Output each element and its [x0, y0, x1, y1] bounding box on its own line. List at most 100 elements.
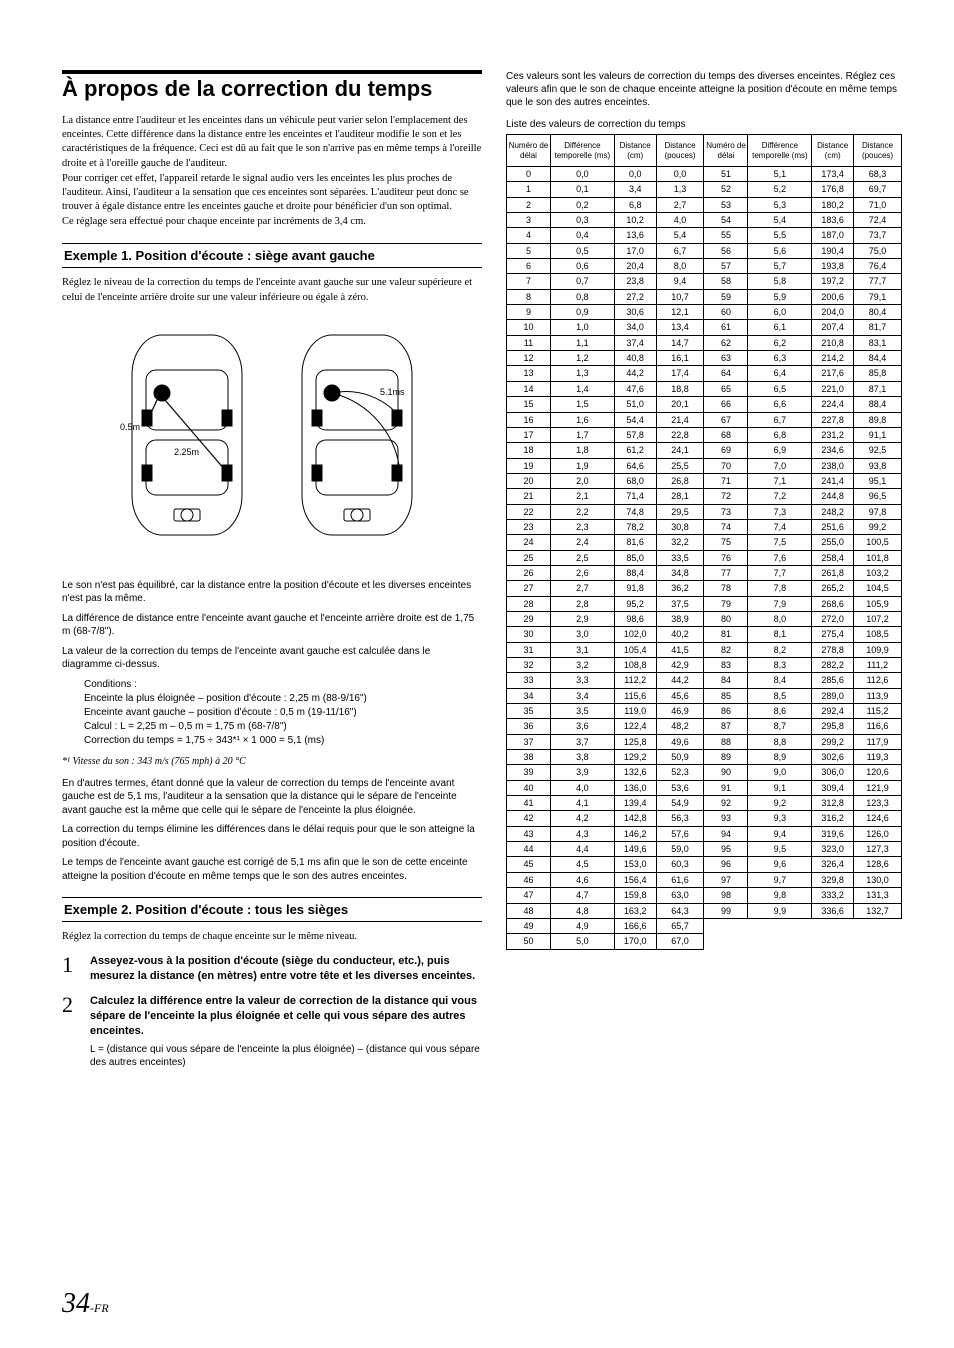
table-cell: 323,0	[812, 842, 854, 857]
table-cell: 27	[507, 581, 551, 596]
table-cell: 43	[507, 826, 551, 841]
table-cell: 18	[507, 443, 551, 458]
table-cell: 299,2	[812, 734, 854, 749]
th-5: Différence temporelle (ms)	[748, 135, 812, 167]
table-cell: 101,8	[854, 550, 902, 565]
table-cell: 83,1	[854, 335, 902, 350]
table-cell	[748, 934, 812, 949]
table-cell: 5,4	[656, 228, 704, 243]
table-cell: 0,3	[550, 213, 614, 228]
cond-1: Enceinte avant gauche – position d'écout…	[84, 706, 482, 720]
table-cell: 34	[507, 688, 551, 703]
table-cell: 19	[507, 458, 551, 473]
table-cell: 2,6	[550, 565, 614, 580]
table-cell: 68,3	[854, 167, 902, 182]
table-cell: 92,5	[854, 443, 902, 458]
ex1-p1: Le son n'est pas équilibré, car la dista…	[62, 579, 482, 606]
table-cell: 3,2	[550, 658, 614, 673]
table-cell: 16,1	[656, 351, 704, 366]
table-cell: 38	[507, 750, 551, 765]
table-cell: 122,4	[614, 719, 656, 734]
table-cell: 108,8	[614, 658, 656, 673]
table-row: 20,26,82,7535,3180,271,0	[507, 197, 902, 212]
table-cell: 74,8	[614, 504, 656, 519]
table-cell: 75,0	[854, 243, 902, 258]
table-cell: 18,8	[656, 381, 704, 396]
table-row: 00,00,00,0515,1173,468,3	[507, 167, 902, 182]
table-cell: 1,9	[550, 458, 614, 473]
table-cell: 40,8	[614, 351, 656, 366]
table-cell: 13	[507, 366, 551, 381]
table-cell: 1,6	[550, 412, 614, 427]
table-row: 333,3112,244,2848,4285,6112,6	[507, 673, 902, 688]
table-cell: 41,5	[656, 642, 704, 657]
table-cell: 153,0	[614, 857, 656, 872]
table-cell: 112,6	[854, 673, 902, 688]
table-row: 60,620,48,0575,7193,876,4	[507, 259, 902, 274]
table-cell: 25	[507, 550, 551, 565]
table-row: 272,791,836,2787,8265,2104,5	[507, 581, 902, 596]
table-cell: 0,1	[550, 182, 614, 197]
table-cell: 45	[507, 857, 551, 872]
table-cell: 9,9	[748, 903, 812, 918]
table-cell: 64,3	[656, 903, 704, 918]
table-row: 444,4149,659,0959,5323,0127,3	[507, 842, 902, 857]
table-row: 101,034,013,4616,1207,481,7	[507, 320, 902, 335]
table-cell: 25,5	[656, 458, 704, 473]
table-cell: 3,3	[550, 673, 614, 688]
table-cell: 190,4	[812, 243, 854, 258]
table-cell: 63,0	[656, 888, 704, 903]
table-cell: 39	[507, 765, 551, 780]
table-cell: 92	[704, 796, 748, 811]
table-cell: 75	[704, 535, 748, 550]
table-cell: 142,8	[614, 811, 656, 826]
table-row: 434,3146,257,6949,4319,6126,0	[507, 826, 902, 841]
table-cell: 13,6	[614, 228, 656, 243]
table-cell: 47,6	[614, 381, 656, 396]
table-cell: 129,2	[614, 750, 656, 765]
table-row: 262,688,434,8777,7261,8103,2	[507, 565, 902, 580]
th-4: Numéro de délai	[704, 135, 748, 167]
table-cell: 5,0	[550, 934, 614, 949]
table-cell: 78	[704, 581, 748, 596]
table-cell: 64	[704, 366, 748, 381]
table-row: 161,654,421,4676,7227,889,8	[507, 412, 902, 427]
table-cell: 7,9	[748, 596, 812, 611]
table-cell: 4	[507, 228, 551, 243]
table-cell: 69,7	[854, 182, 902, 197]
table-cell: 6,7	[748, 412, 812, 427]
ex1-p4: En d'autres termes, étant donné que la v…	[62, 777, 482, 818]
table-cell: 0	[507, 167, 551, 182]
th-2: Distance (cm)	[614, 135, 656, 167]
table-cell: 5,8	[748, 274, 812, 289]
table-cell: 8,5	[748, 688, 812, 703]
table-cell: 5,6	[748, 243, 812, 258]
table-cell: 27,2	[614, 289, 656, 304]
table-cell: 23	[507, 519, 551, 534]
table-cell: 115,6	[614, 688, 656, 703]
table-cell: 7,2	[748, 489, 812, 504]
table-cell: 258,4	[812, 550, 854, 565]
table-cell: 57,6	[656, 826, 704, 841]
table-row: 141,447,618,8656,5221,087,1	[507, 381, 902, 396]
table-cell: 329,8	[812, 872, 854, 887]
table-cell: 309,4	[812, 780, 854, 795]
table-cell: 58	[704, 274, 748, 289]
table-cell	[704, 934, 748, 949]
table-cell: 2,8	[550, 596, 614, 611]
table-cell: 64,6	[614, 458, 656, 473]
table-caption: Liste des valeurs de correction du temps	[506, 119, 902, 130]
step-1: 1 Asseyez-vous à la position d'écoute (s…	[62, 954, 482, 984]
table-row: 80,827,210,7595,9200,679,1	[507, 289, 902, 304]
page-number-suffix: -FR	[90, 1301, 109, 1315]
table-cell: 119,0	[614, 704, 656, 719]
table-cell: 21	[507, 489, 551, 504]
table-cell: 116,6	[854, 719, 902, 734]
table-cell: 7,8	[748, 581, 812, 596]
table-cell: 4,5	[550, 857, 614, 872]
table-cell: 8	[507, 289, 551, 304]
table-cell: 36	[507, 719, 551, 734]
right-intro: Ces valeurs sont les valeurs de correcti…	[506, 70, 902, 109]
table-cell: 72,4	[854, 213, 902, 228]
table-cell: 97,8	[854, 504, 902, 519]
